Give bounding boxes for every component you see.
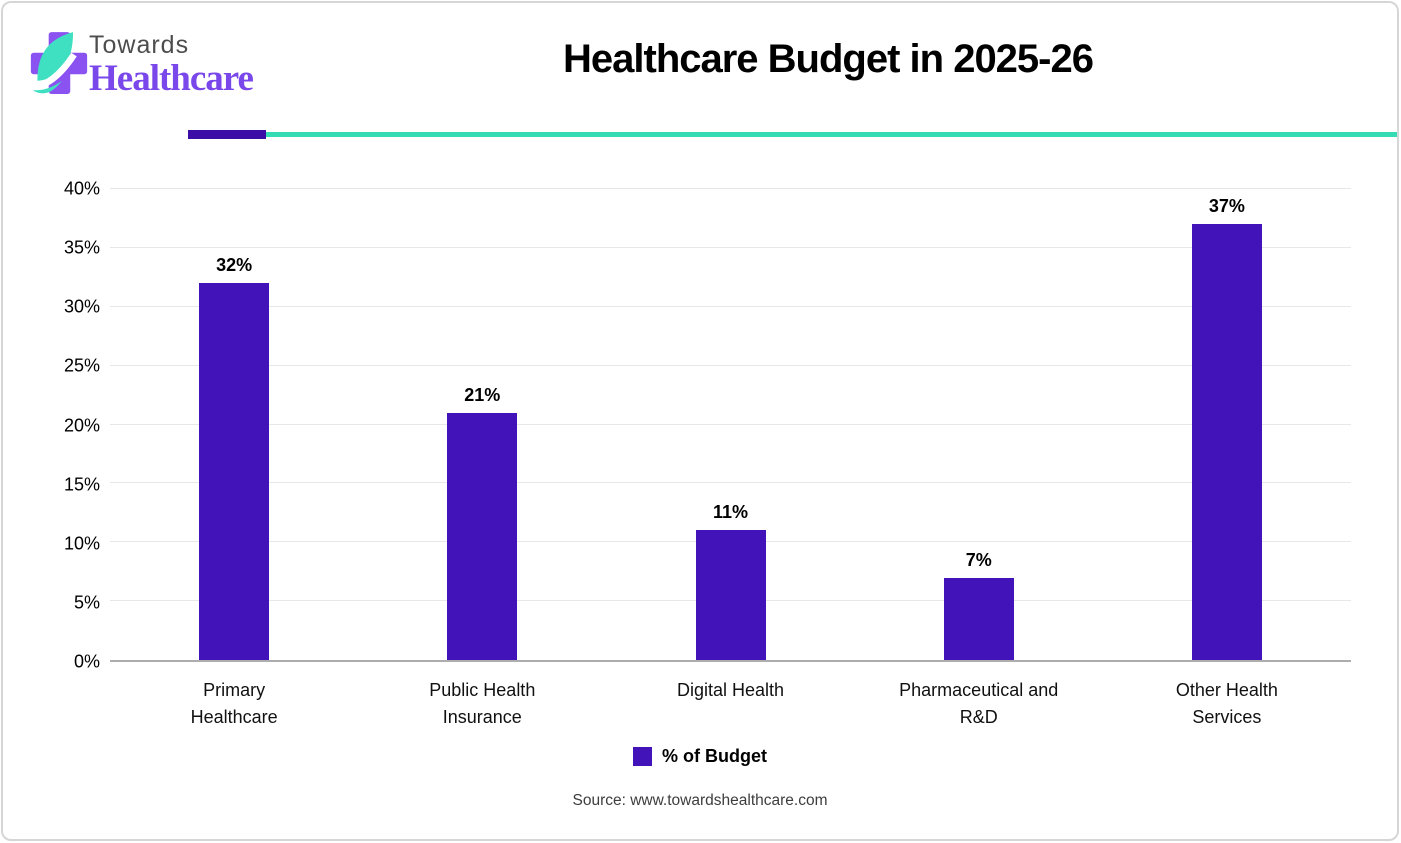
header-divider-purple-segment xyxy=(188,130,266,139)
gridline xyxy=(110,305,1351,307)
y-tick-label: 20% xyxy=(63,415,100,435)
gridline xyxy=(110,364,1351,366)
gridline xyxy=(110,423,1351,425)
bar xyxy=(447,412,518,660)
bar-series: 32% 21% 11% 7% 37% xyxy=(110,189,1351,660)
y-tick-label: 40% xyxy=(63,178,100,199)
x-category-label: Primary Healthcare xyxy=(190,680,278,727)
medical-cross-leaf-icon xyxy=(28,32,88,94)
gridline xyxy=(110,482,1351,484)
bar-column: 21% xyxy=(358,189,606,660)
legend-label: % of Budget xyxy=(662,746,767,766)
logo-healthcare-text: Healthcare xyxy=(89,58,254,99)
plot-area: 32% 21% 11% 7% 37% xyxy=(110,188,1351,662)
bar-value-label: 37% xyxy=(1208,196,1245,217)
header-divider-teal-line xyxy=(266,132,1397,137)
bar-column: 37% xyxy=(1103,189,1351,660)
y-tick-label: 15% xyxy=(63,474,100,495)
x-axis-category-labels: Primary Healthcare Public Health Insuranc… xyxy=(110,677,1351,731)
bar xyxy=(1191,224,1262,660)
y-tick-label: 25% xyxy=(63,355,100,376)
gridline xyxy=(110,246,1351,248)
x-category-label: Public Health Insurance xyxy=(429,680,536,727)
y-tick-label: 5% xyxy=(73,592,100,613)
chart-legend: % of Budget xyxy=(3,746,1397,767)
gridline xyxy=(110,188,1351,189)
page-title: Healthcare Budget in 2025-26 xyxy=(563,37,1094,81)
bar-value-label: 32% xyxy=(216,255,253,276)
y-tick-label: 30% xyxy=(63,296,100,317)
x-category-label: Pharmaceutical and R&D xyxy=(899,680,1059,727)
bar-column: 32% xyxy=(110,189,358,660)
towards-healthcare-logo-icon xyxy=(28,30,89,96)
bar-value-label: 7% xyxy=(965,549,992,570)
x-category-label: Digital Health xyxy=(676,680,785,700)
bar xyxy=(943,577,1014,660)
y-axis-tick-labels: 0% 5% 10% 15% 20% 25% 30% 35% 40% xyxy=(3,179,100,672)
source-attribution: Source: www.towardshealthcare.com xyxy=(572,792,828,809)
logo-towards-text: Towards xyxy=(89,31,190,59)
logo-wordmark: Towards Healthcare xyxy=(89,31,254,99)
bar-value-label: 21% xyxy=(464,384,501,405)
y-tick-label: 35% xyxy=(63,237,100,258)
y-tick-label: 10% xyxy=(63,533,100,554)
bar xyxy=(199,283,270,660)
legend-swatch-icon xyxy=(633,747,652,766)
y-tick-label: 0% xyxy=(73,651,100,672)
bar-value-label: 11% xyxy=(712,502,749,523)
bar-column: 7% xyxy=(855,189,1103,660)
bar xyxy=(695,530,766,660)
x-category-label: Other Health Services xyxy=(1175,680,1278,727)
bar-column: 11% xyxy=(606,189,854,660)
